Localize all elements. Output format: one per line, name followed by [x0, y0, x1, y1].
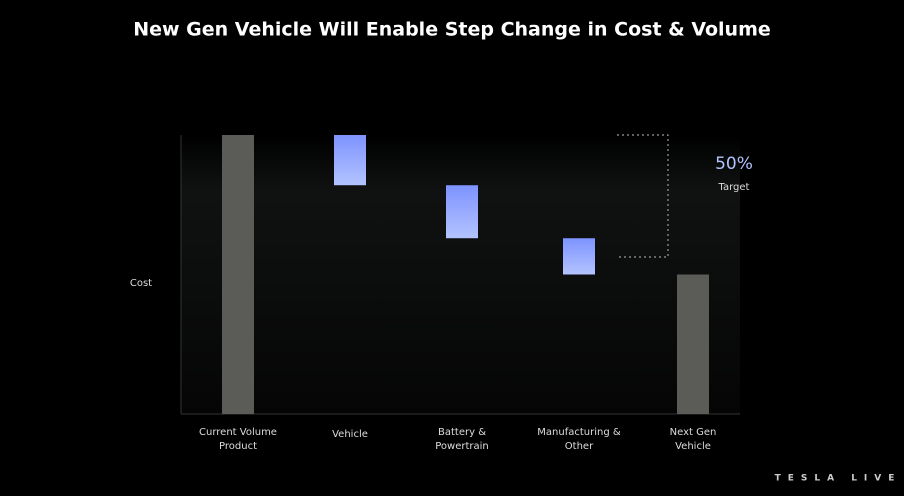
total-bar — [677, 274, 709, 414]
step-bar — [563, 238, 595, 275]
annotation-label: Target — [718, 182, 750, 193]
x-tick-label: Next Gen Vehicle — [669, 427, 717, 452]
annotation: 50% — [715, 154, 753, 174]
y-axis-label: Cost — [130, 278, 152, 289]
x-tick-label: Current Volume Product — [199, 427, 277, 452]
total-bar — [222, 135, 254, 414]
watermark: TESLA LIVE — [775, 474, 902, 484]
chart-title: New Gen Vehicle Will Enable Step Change … — [133, 19, 771, 41]
x-tick-label: Battery & Powertrain — [435, 427, 489, 452]
x-tick-label: Manufacturing & Other — [537, 427, 621, 452]
x-tick-label: Vehicle — [332, 429, 368, 440]
plot-area — [181, 135, 740, 414]
step-bar — [334, 135, 366, 186]
step-bar — [446, 185, 478, 239]
target-bracket — [617, 134, 669, 258]
